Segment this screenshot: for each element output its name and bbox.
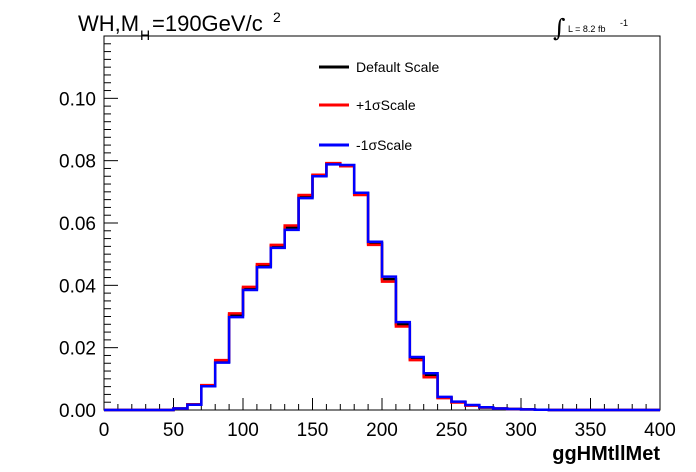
series-line-1 xyxy=(104,162,660,412)
chart-title-superscript: 2 xyxy=(273,9,281,25)
plot-frame xyxy=(103,35,661,411)
y-tick-label: 0.10 xyxy=(59,89,96,110)
chart-title-rest: =190GeV/c xyxy=(152,11,263,36)
x-tick-label: 0 xyxy=(99,420,110,441)
x-tick-label: 350 xyxy=(575,420,607,441)
x-tick-label: 250 xyxy=(436,420,468,441)
chart-title-subscript: H xyxy=(140,27,150,43)
x-tick-label: 300 xyxy=(505,420,537,441)
y-tick-label: 0.08 xyxy=(59,152,96,173)
series-layer xyxy=(104,161,660,412)
legend-label: +1σScale xyxy=(356,97,416,113)
x-tick-label: 200 xyxy=(366,420,398,441)
x-axis-title: ggHMtllMet xyxy=(552,443,660,465)
legend-label: Default Scale xyxy=(356,59,439,75)
x-tick-label: 400 xyxy=(644,420,676,441)
legend-label: -1σScale xyxy=(356,137,412,153)
series-line-3 xyxy=(104,163,660,412)
x-axis: 0 50 100 150 200 250 300 350 400 xyxy=(99,398,676,441)
luminosity-label: L = 8.2 fb xyxy=(568,24,605,34)
integral-symbol: ∫ xyxy=(553,14,566,42)
y-tick-label: 0.04 xyxy=(59,276,96,297)
chart-title-main: WH,M xyxy=(78,11,139,36)
series-line-2 xyxy=(104,161,660,412)
y-axis: 0.00 0.02 0.04 0.06 0.08 0.10 xyxy=(59,35,118,422)
y-tick-label: 0.00 xyxy=(59,401,96,422)
luminosity-superscript: -1 xyxy=(620,18,628,28)
legend: Default Scale +1σScale -1σScale xyxy=(319,59,439,153)
x-tick-label: 150 xyxy=(297,420,329,441)
x-tick-label: 50 xyxy=(163,420,184,441)
x-tick-label: 100 xyxy=(227,420,259,441)
y-tick-label: 0.06 xyxy=(59,214,96,235)
y-tick-label: 0.02 xyxy=(59,339,96,360)
chart-title: WH,M xyxy=(78,11,139,36)
